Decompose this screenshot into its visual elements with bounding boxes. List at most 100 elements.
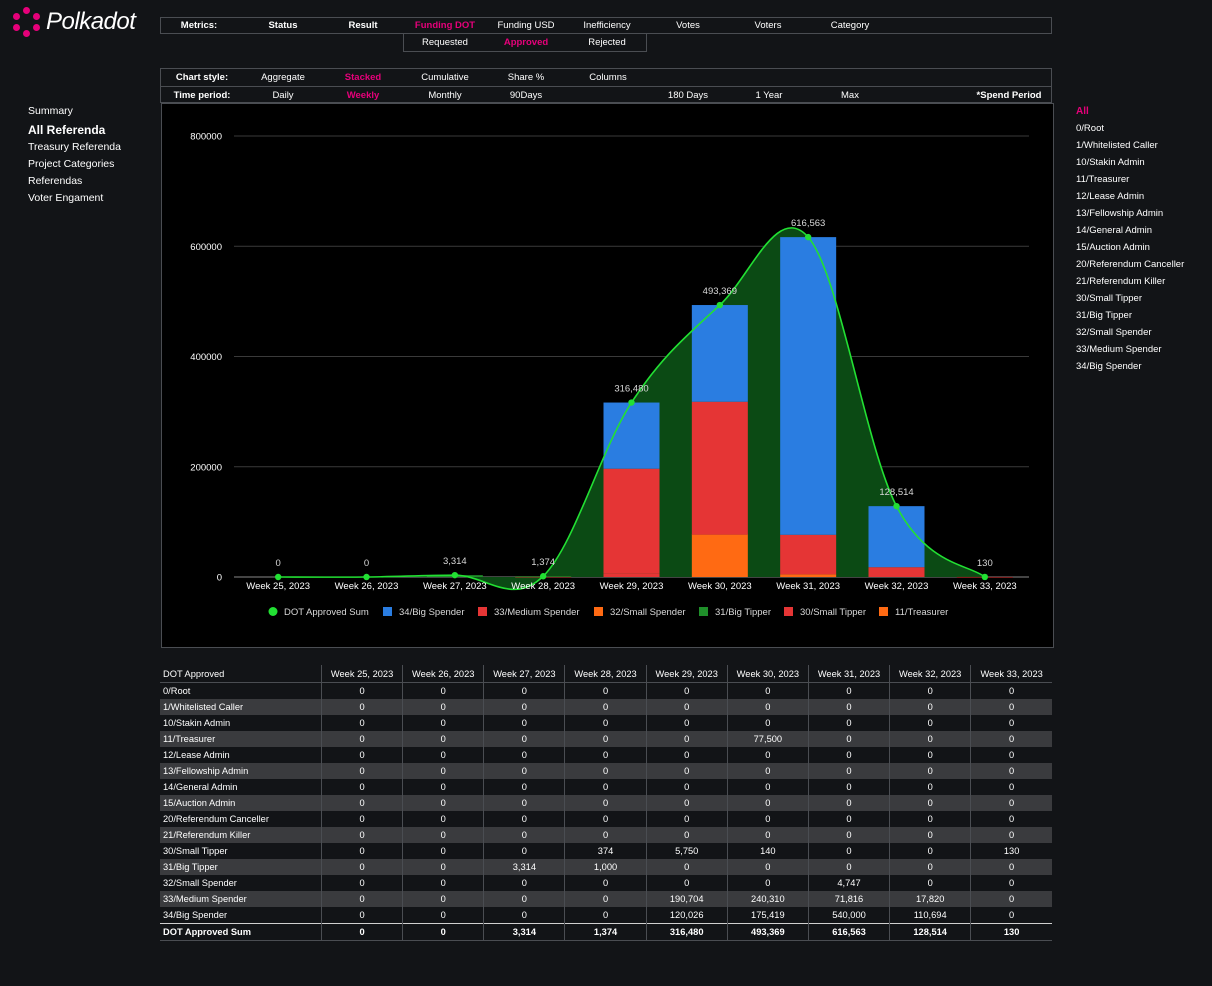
- period-180days[interactable]: 180 Days: [667, 90, 709, 101]
- table-cell: 0: [402, 699, 485, 715]
- track-filter-item[interactable]: 0/Root: [1076, 123, 1104, 134]
- nav-referendas[interactable]: Referendas: [28, 175, 83, 187]
- metric-result[interactable]: Result: [348, 20, 378, 31]
- table-cell: 0: [646, 682, 728, 699]
- row-label: 34/Big Spender: [160, 907, 322, 924]
- table-cell: 0: [808, 811, 891, 827]
- sub-rejected[interactable]: Rejected: [588, 37, 626, 48]
- track-filter-item[interactable]: All: [1076, 106, 1089, 117]
- track-filter-item[interactable]: 32/Small Spender: [1076, 327, 1152, 338]
- period-max[interactable]: Max: [841, 90, 859, 101]
- table-cell: 71,816: [808, 891, 891, 907]
- nav-treasury-referenda[interactable]: Treasury Referenda: [28, 141, 121, 153]
- metric-funding-usd[interactable]: Funding USD: [497, 20, 555, 31]
- row-label: 12/Lease Admin: [160, 747, 322, 763]
- x-tick-label: Week 30, 2023: [688, 581, 752, 592]
- nav-project-categories[interactable]: Project Categories: [28, 158, 115, 170]
- sum-point: [893, 502, 900, 510]
- table-cell: 0: [889, 859, 972, 875]
- track-filter-item[interactable]: 33/Medium Spender: [1076, 344, 1162, 355]
- table-cell: 1,000: [564, 859, 647, 875]
- y-tick-label: 600000: [190, 242, 222, 253]
- metric-funding-dot[interactable]: Funding DOT: [414, 20, 476, 31]
- spend-period-toggle[interactable]: *Spend Period: [976, 90, 1042, 101]
- table-cell: 0: [808, 682, 891, 699]
- track-filter-item[interactable]: 1/Whitelisted Caller: [1076, 140, 1158, 151]
- period-daily[interactable]: Daily: [272, 90, 294, 101]
- bar-segment: [603, 573, 660, 577]
- style-share[interactable]: Share %: [507, 72, 545, 83]
- style-columns[interactable]: Columns: [589, 72, 627, 83]
- table-cell: 0: [321, 699, 404, 715]
- table-cell: 0: [889, 763, 972, 779]
- track-filter-item[interactable]: 13/Fellowship Admin: [1076, 208, 1164, 219]
- table-cell: 0: [402, 747, 485, 763]
- period-90days[interactable]: 90Days: [509, 90, 543, 101]
- track-filter-item[interactable]: 21/Referendum Killer: [1076, 276, 1166, 287]
- track-filter-item[interactable]: 14/General Admin: [1076, 225, 1153, 236]
- nav-voter-engagement[interactable]: Voter Engament: [28, 192, 104, 204]
- brand-logo[interactable]: Polkadot: [12, 6, 136, 38]
- table-cell: 0: [727, 827, 809, 843]
- table-cell: 0: [646, 811, 728, 827]
- period-weekly[interactable]: Weekly: [346, 90, 380, 101]
- period-1year[interactable]: 1 Year: [755, 90, 783, 101]
- table-cell: 0: [727, 875, 809, 891]
- table-column-header: Week 33, 2023: [970, 665, 1052, 683]
- table-column-header: Week 32, 2023: [889, 665, 972, 683]
- total-cell: 316,480: [646, 923, 728, 941]
- total-label: DOT Approved Sum: [160, 923, 322, 941]
- track-filter-item[interactable]: 20/Referendum Canceller: [1076, 259, 1185, 270]
- table-cell: 0: [483, 779, 566, 795]
- table-cell: 0: [483, 795, 566, 811]
- legend-label: 33/Medium Spender: [494, 607, 580, 618]
- sub-approved[interactable]: Approved: [503, 37, 549, 48]
- track-filter-item[interactable]: 30/Small Tipper: [1076, 293, 1143, 304]
- table-cell: 0: [564, 763, 647, 779]
- legend-marker: [879, 607, 888, 616]
- table-cell: 0: [646, 747, 728, 763]
- style-cumulative[interactable]: Cumulative: [421, 72, 469, 83]
- style-stacked[interactable]: Stacked: [344, 72, 382, 83]
- metric-votes[interactable]: Votes: [676, 20, 700, 31]
- table-cell: 0: [321, 731, 404, 747]
- table-header-row: DOT Approved Week 25, 2023 Week 26, 2023 We…: [160, 665, 1052, 683]
- sum-point: [451, 571, 459, 579]
- table-column-header: Week 31, 2023: [808, 665, 891, 683]
- track-filter-item[interactable]: 11/Treasurer: [1076, 174, 1130, 185]
- table-row: 11/Treasurer 0 0 0 0 0 77,500 0 0 0: [160, 731, 1052, 747]
- row-label: 15/Auction Admin: [160, 795, 322, 811]
- y-tick-label: 400000: [190, 352, 222, 363]
- table-cell: 0: [889, 699, 972, 715]
- table-cell: 0: [808, 715, 891, 731]
- x-tick-label: Week 25, 2023: [246, 581, 310, 592]
- style-aggregate[interactable]: Aggregate: [261, 72, 305, 83]
- metric-status[interactable]: Status: [268, 20, 298, 31]
- bar-segment: [603, 468, 660, 574]
- nav-summary[interactable]: Summary: [28, 105, 73, 117]
- data-label: 128,514: [879, 487, 913, 498]
- track-filter-item[interactable]: 12/Lease Admin: [1076, 191, 1145, 202]
- nav-all-referenda[interactable]: All Referenda: [28, 123, 106, 137]
- table-cell: 0: [483, 843, 566, 859]
- table-row: 1/Whitelisted Caller 0 0 0 0 0 0 0 0 0: [160, 699, 1052, 715]
- track-filter-item[interactable]: 31/Big Tipper: [1076, 310, 1132, 321]
- track-filter-item[interactable]: 15/Auction Admin: [1076, 242, 1150, 253]
- table-cell: 0: [564, 875, 647, 891]
- total-cell: 616,563: [808, 923, 891, 941]
- table-cell: 0: [321, 859, 404, 875]
- legend-label: 34/Big Spender: [399, 607, 465, 618]
- table-cell: 0: [646, 763, 728, 779]
- metric-category[interactable]: Category: [830, 20, 870, 31]
- table-cell: 0: [727, 682, 809, 699]
- metric-inefficiency[interactable]: Inefficiency: [583, 20, 631, 31]
- track-filter-item[interactable]: 34/Big Spender: [1076, 361, 1142, 372]
- period-monthly[interactable]: Monthly: [428, 90, 462, 101]
- x-tick-label: Week 31, 2023: [776, 581, 840, 592]
- table-cell: 0: [483, 827, 566, 843]
- track-filter-item[interactable]: 10/Stakin Admin: [1076, 157, 1145, 168]
- table-cell: 0: [889, 827, 972, 843]
- table-cell: 0: [564, 795, 647, 811]
- sub-requested[interactable]: Requested: [422, 37, 468, 48]
- metric-voters[interactable]: Voters: [754, 20, 782, 31]
